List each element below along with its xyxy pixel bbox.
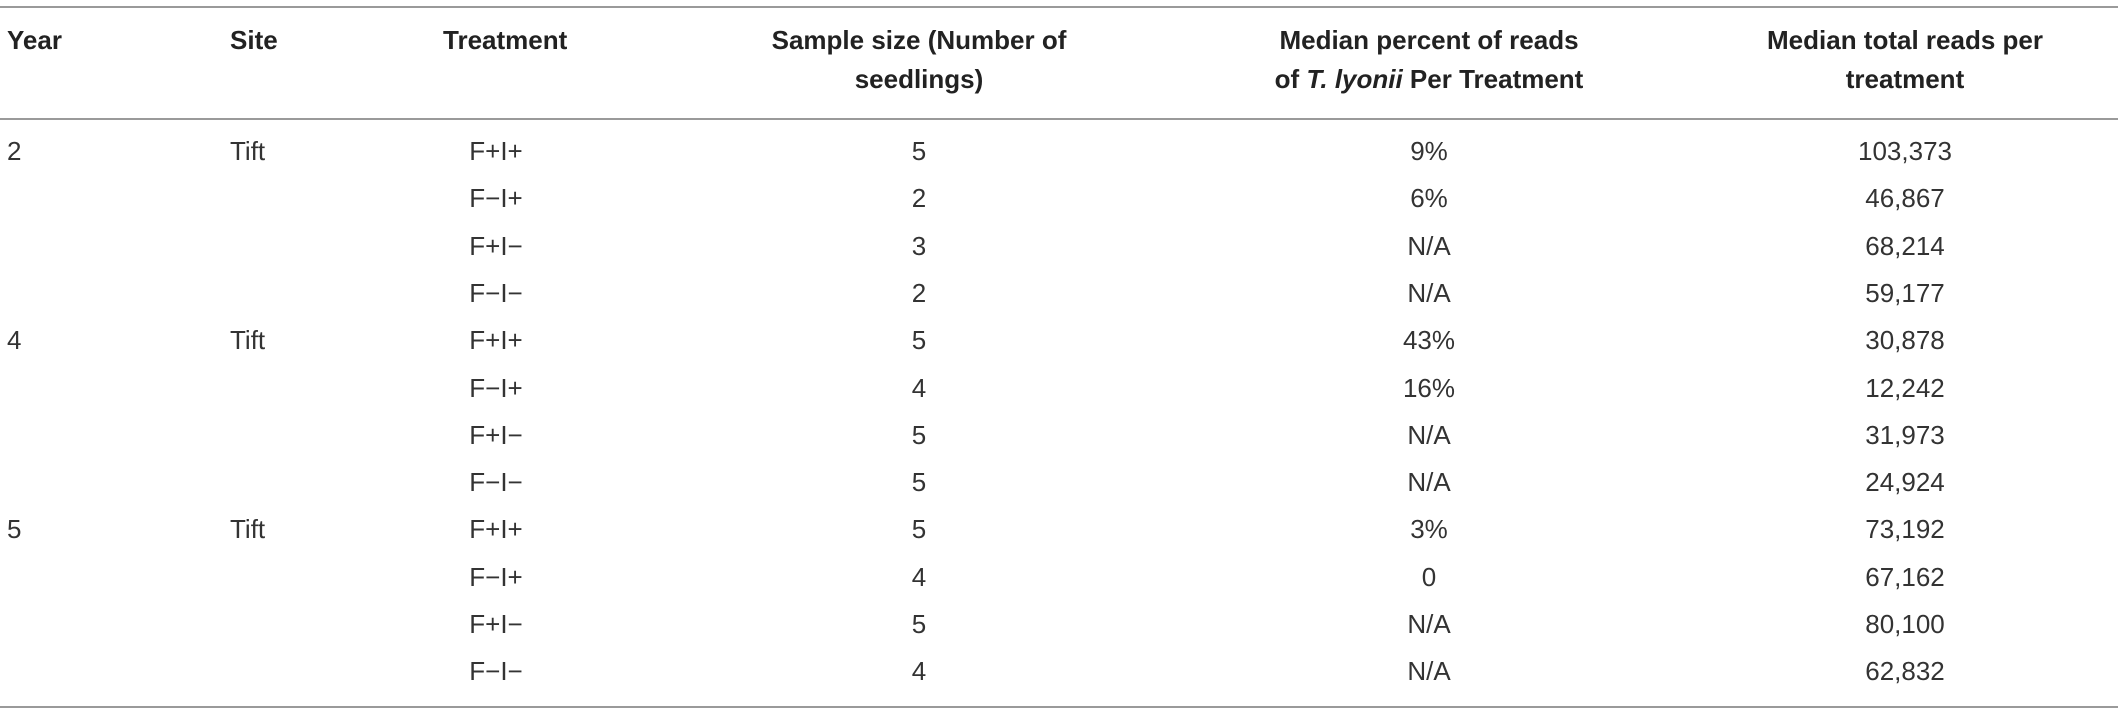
median-reads: 24,924 <box>1865 467 1945 498</box>
median-percent: 3% <box>1410 514 1448 545</box>
median-reads: 67,162 <box>1865 561 1945 592</box>
header-run: Per Treatment <box>1402 64 1584 94</box>
sample-size: 5 <box>911 609 927 639</box>
median-percent: N/A <box>1407 277 1451 308</box>
header-cell: Sample size (Number of seedlings) <box>772 21 1067 99</box>
median-reads: 30,878 <box>1865 325 1945 356</box>
sample-size: 5 <box>911 136 927 166</box>
year: 4 <box>7 325 22 356</box>
sample-size: 5 <box>911 514 927 545</box>
header-run: of <box>1274 64 1307 94</box>
median-reads: 62,832 <box>1865 656 1945 687</box>
median-reads: 103,373 <box>1858 136 1952 166</box>
sample-size: 4 <box>911 656 927 687</box>
sample-size: 4 <box>911 372 927 403</box>
sample-size: 4 <box>911 561 927 592</box>
sample-size: 5 <box>911 325 927 356</box>
sample-size: 2 <box>911 183 927 214</box>
treatment: F+I− <box>469 609 523 639</box>
header-text: Year <box>7 25 62 55</box>
site: Tift <box>230 136 266 166</box>
median-percent: 9% <box>1410 136 1448 166</box>
treatment: F−I+ <box>469 561 523 592</box>
median-percent: N/A <box>1407 230 1451 261</box>
treatment: F+I+ <box>469 325 523 356</box>
median-percent: 6% <box>1410 183 1448 214</box>
site: Tift <box>230 514 266 545</box>
header-cell: Site <box>230 21 278 60</box>
treatment: F−I+ <box>469 183 523 214</box>
median-reads: 73,192 <box>1865 514 1945 545</box>
treatment: F−I− <box>469 656 523 687</box>
bottom-rule <box>0 706 2118 708</box>
header-cell: Median percent of reads of T. lyonii Per… <box>1275 21 1584 99</box>
header-italic: T. lyonii <box>1306 64 1403 94</box>
sample-size: 3 <box>911 230 927 261</box>
median-reads: 46,867 <box>1865 183 1945 214</box>
treatment: F−I+ <box>469 372 523 403</box>
header-text: treatment <box>1845 64 1965 94</box>
treatment: F+I− <box>469 419 523 450</box>
median-percent: N/A <box>1407 609 1451 639</box>
treatment: F+I+ <box>469 136 523 166</box>
treatment: F+I− <box>469 230 523 261</box>
header-text: Site <box>230 25 278 55</box>
median-percent: 16% <box>1402 372 1456 403</box>
sample-size: 2 <box>911 277 927 308</box>
median-percent: 0 <box>1421 561 1437 592</box>
median-percent: N/A <box>1407 656 1451 687</box>
median-reads: 12,242 <box>1865 372 1945 403</box>
median-reads: 80,100 <box>1865 609 1945 639</box>
median-reads: 59,177 <box>1865 277 1945 308</box>
median-reads: 68,214 <box>1865 230 1945 261</box>
header-cell: Treatment <box>443 21 567 60</box>
year: 2 <box>7 136 22 166</box>
header-text: Sample size (Number of <box>771 25 1067 55</box>
header-cell: Year <box>7 21 62 60</box>
site: Tift <box>230 325 266 356</box>
median-percent: N/A <box>1407 419 1451 450</box>
sample-size: 5 <box>911 419 927 450</box>
header-text: Treatment <box>443 25 568 55</box>
header-text: Median percent of reads <box>1279 25 1579 55</box>
median-percent: N/A <box>1407 467 1451 498</box>
header-text: of T. lyonii Per Treatment <box>1275 60 1584 99</box>
header-text: seedlings) <box>854 64 984 94</box>
year: 5 <box>7 514 22 545</box>
header-rule <box>0 118 2118 120</box>
header-cell: Median total reads per treatment <box>1767 21 2043 99</box>
median-percent: 43% <box>1402 325 1456 356</box>
treatment: F−I− <box>469 467 523 498</box>
median-reads: 31,973 <box>1865 419 1945 450</box>
top-rule <box>0 6 2118 8</box>
treatment: F−I− <box>469 277 523 308</box>
header-text: Median total reads per <box>1767 25 2043 55</box>
treatment: F+I+ <box>469 514 523 545</box>
sample-size: 5 <box>911 467 927 498</box>
